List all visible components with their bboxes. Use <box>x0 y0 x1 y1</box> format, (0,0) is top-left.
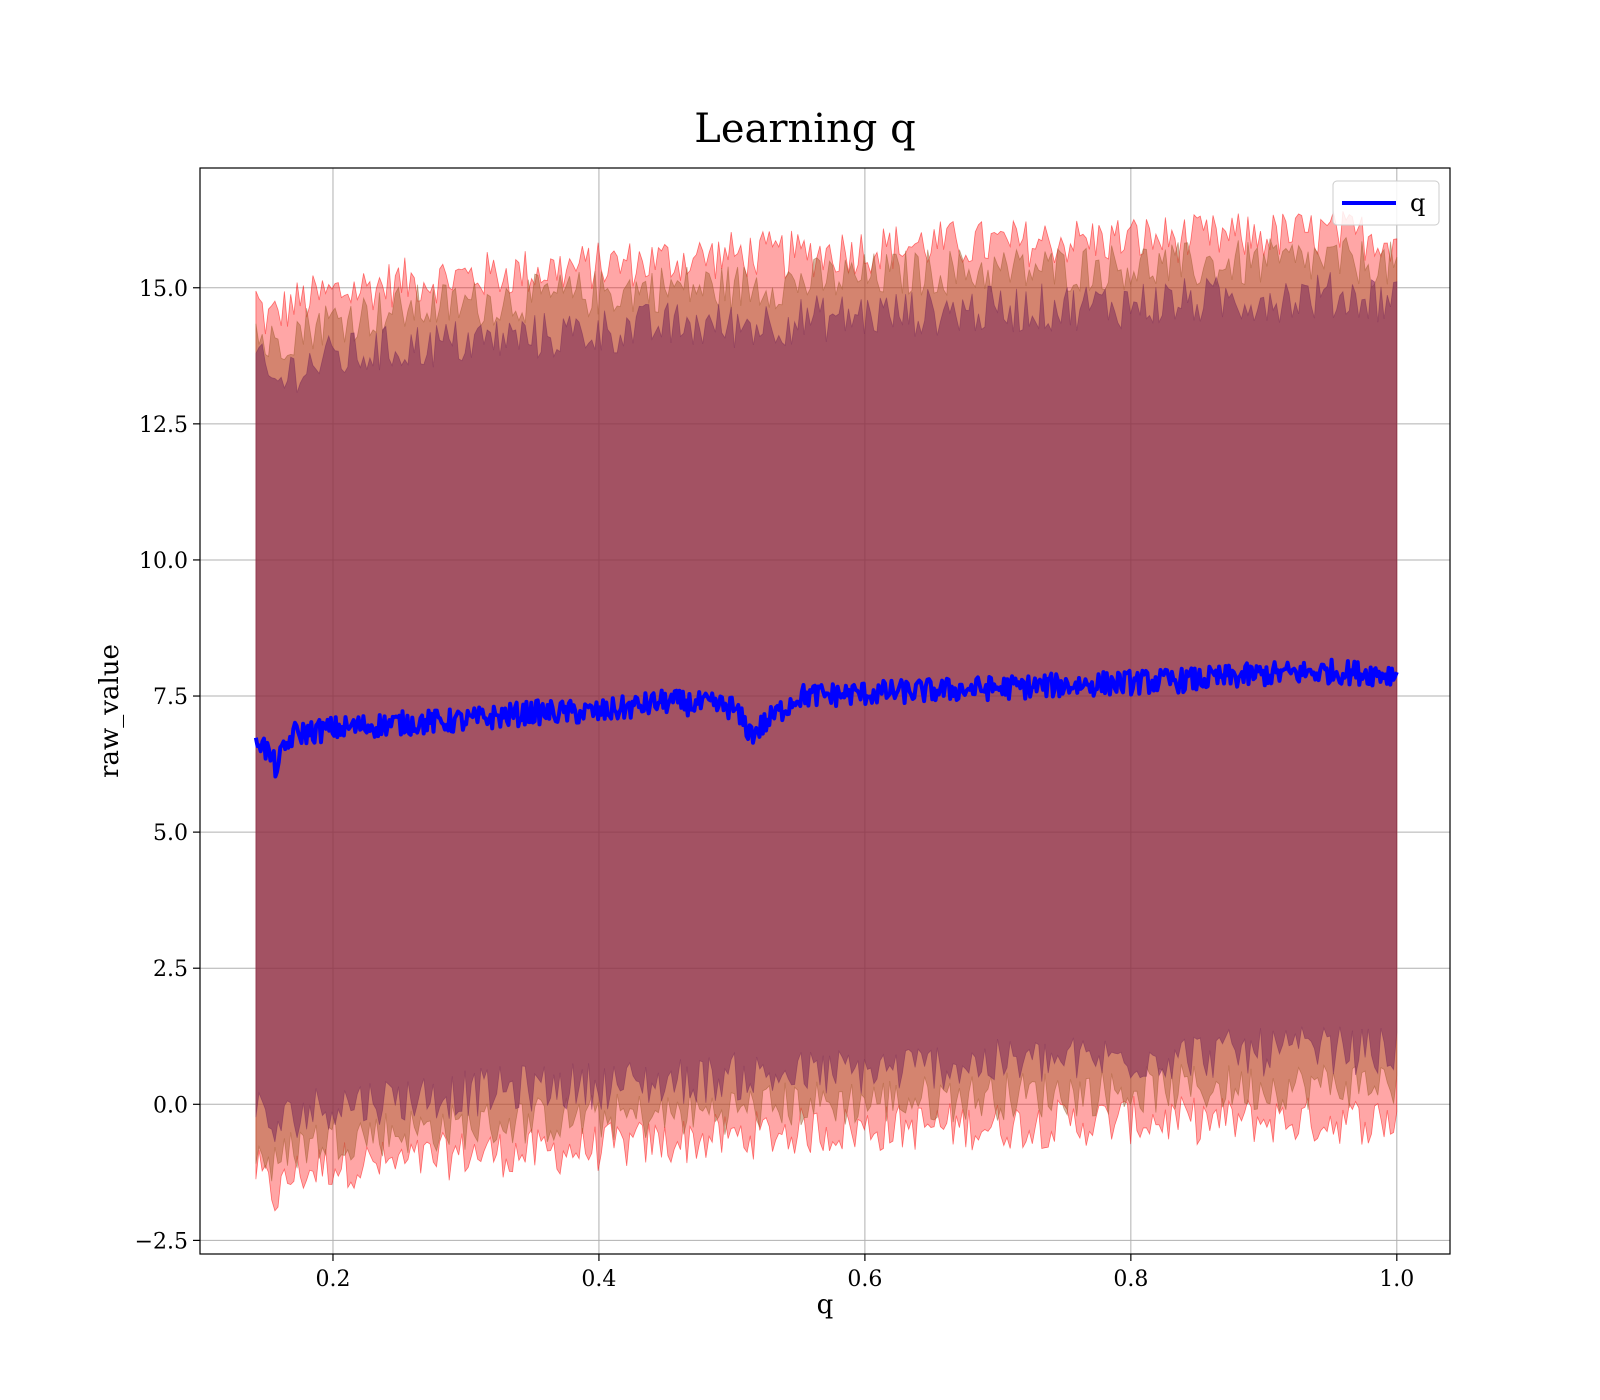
plot-frame <box>199 167 1451 1255</box>
y-tick-label: 10.0 <box>139 549 188 574</box>
x-tick-label: 0.4 <box>581 1267 616 1292</box>
x-axis-label: q <box>817 1290 834 1320</box>
legend: q <box>1332 180 1440 226</box>
y-axis-label: raw_value <box>95 644 125 778</box>
legend-label: q <box>1410 189 1425 217</box>
y-tick-label: 15.0 <box>139 277 188 302</box>
y-tick-label: 2.5 <box>153 957 188 982</box>
confidence-bands <box>255 210 1398 1212</box>
y-tick-label: 7.5 <box>153 685 188 710</box>
chart-title: Learning q <box>694 106 915 152</box>
x-tick-label: 0.6 <box>847 1267 882 1292</box>
series-line-q <box>253 657 1399 779</box>
confidence-band <box>255 272 1398 1143</box>
x-tick-label: 0.8 <box>1113 1267 1148 1292</box>
y-tick-label: 0.0 <box>153 1093 188 1118</box>
x-tick-label: 1.0 <box>1379 1267 1414 1292</box>
y-tick-label: 5.0 <box>153 821 188 846</box>
x-tick-label: 0.2 <box>315 1267 350 1292</box>
ticks: 0.2 0.4 0.6 0.8 1.0 −2.5 0.0 2.5 5.0 7.5 10.0 12.5 1… <box>135 277 1415 1292</box>
series-lines <box>253 657 1399 779</box>
y-tick-label: 12.5 <box>139 413 188 438</box>
y-tick-label: −2.5 <box>135 1229 188 1254</box>
